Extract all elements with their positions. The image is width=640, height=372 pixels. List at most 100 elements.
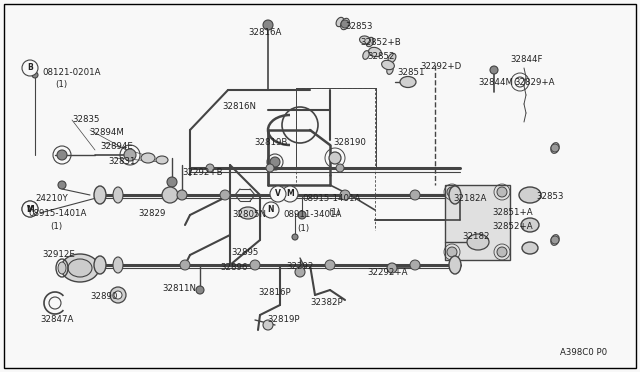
- Circle shape: [410, 260, 420, 270]
- Ellipse shape: [519, 187, 541, 203]
- Text: 32844M: 32844M: [478, 78, 513, 87]
- Text: 32829+A: 32829+A: [514, 78, 554, 87]
- Text: 32292+D: 32292+D: [420, 62, 461, 71]
- Text: M: M: [286, 189, 294, 199]
- Ellipse shape: [141, 153, 155, 163]
- Text: V: V: [275, 189, 281, 199]
- Ellipse shape: [449, 186, 461, 204]
- Ellipse shape: [68, 259, 92, 277]
- Ellipse shape: [156, 156, 168, 164]
- Circle shape: [167, 177, 177, 187]
- Circle shape: [162, 187, 178, 203]
- Ellipse shape: [336, 17, 344, 27]
- Ellipse shape: [551, 142, 559, 153]
- Ellipse shape: [400, 77, 416, 87]
- Circle shape: [32, 72, 38, 78]
- Text: 32851+A: 32851+A: [492, 208, 532, 217]
- Text: 32852+A: 32852+A: [492, 222, 532, 231]
- Text: 32816N: 32816N: [222, 102, 256, 111]
- Text: (1): (1): [297, 224, 309, 233]
- Text: V: V: [27, 205, 33, 214]
- Circle shape: [22, 201, 38, 217]
- Text: 32805N: 32805N: [232, 210, 266, 219]
- Text: 32852: 32852: [367, 52, 394, 61]
- Circle shape: [57, 150, 67, 160]
- Text: 32844F: 32844F: [510, 55, 543, 64]
- Text: 32182: 32182: [462, 232, 490, 241]
- Text: 32819P: 32819P: [267, 315, 300, 324]
- Circle shape: [329, 152, 341, 164]
- Circle shape: [551, 236, 559, 244]
- Text: 32292+B: 32292+B: [182, 168, 223, 177]
- Text: 32894E: 32894E: [100, 142, 133, 151]
- Text: 32847A: 32847A: [40, 315, 74, 324]
- Circle shape: [220, 190, 230, 200]
- Text: 32852+B: 32852+B: [360, 38, 401, 47]
- Text: 32890: 32890: [90, 292, 117, 301]
- Bar: [445, 185, 510, 260]
- Ellipse shape: [366, 37, 374, 46]
- Ellipse shape: [404, 78, 412, 86]
- Circle shape: [295, 267, 305, 277]
- Text: N: N: [268, 205, 275, 215]
- Text: (1): (1): [55, 80, 67, 89]
- Ellipse shape: [521, 218, 539, 232]
- Text: 08911-3401A: 08911-3401A: [283, 210, 341, 219]
- Ellipse shape: [113, 187, 123, 203]
- Ellipse shape: [340, 18, 349, 30]
- Ellipse shape: [522, 242, 538, 254]
- Circle shape: [551, 144, 559, 152]
- Text: 08915-1401A: 08915-1401A: [28, 209, 86, 218]
- Ellipse shape: [113, 257, 123, 273]
- Circle shape: [263, 20, 273, 30]
- Text: 32292+A: 32292+A: [367, 268, 408, 277]
- Text: 32829: 32829: [138, 209, 165, 218]
- Circle shape: [124, 149, 136, 161]
- Circle shape: [114, 291, 122, 299]
- Text: 32182A: 32182A: [453, 194, 486, 203]
- Circle shape: [298, 211, 306, 219]
- Circle shape: [340, 190, 350, 200]
- Text: 32895: 32895: [231, 248, 259, 257]
- Text: 08121-0201A: 08121-0201A: [42, 68, 100, 77]
- Circle shape: [410, 190, 420, 200]
- Text: 08915-1401A: 08915-1401A: [302, 194, 360, 203]
- Text: M: M: [26, 205, 34, 214]
- Ellipse shape: [360, 36, 371, 44]
- Circle shape: [490, 66, 498, 74]
- Ellipse shape: [449, 256, 461, 274]
- Circle shape: [275, 190, 285, 200]
- Text: A398C0 P0: A398C0 P0: [560, 348, 607, 357]
- Text: 32811N: 32811N: [162, 284, 196, 293]
- Text: 32853: 32853: [536, 192, 563, 201]
- Bar: [296, 88, 376, 168]
- Text: 32819B: 32819B: [254, 138, 287, 147]
- Ellipse shape: [467, 234, 489, 250]
- Circle shape: [263, 202, 279, 218]
- Text: 32831: 32831: [108, 157, 136, 166]
- Circle shape: [292, 234, 298, 240]
- Text: 328190: 328190: [333, 138, 366, 147]
- Text: 32912E: 32912E: [42, 250, 75, 259]
- Circle shape: [270, 157, 280, 167]
- Ellipse shape: [387, 65, 393, 74]
- Text: 32816P: 32816P: [258, 288, 291, 297]
- Circle shape: [177, 190, 187, 200]
- Text: 32851: 32851: [397, 68, 424, 77]
- Circle shape: [206, 164, 214, 172]
- Circle shape: [497, 247, 507, 257]
- Circle shape: [270, 186, 286, 202]
- Text: 32292: 32292: [286, 262, 314, 271]
- Text: 32894M: 32894M: [89, 128, 124, 137]
- Ellipse shape: [381, 60, 394, 70]
- Circle shape: [22, 60, 38, 76]
- Text: 32382P: 32382P: [310, 298, 342, 307]
- Circle shape: [180, 260, 190, 270]
- Ellipse shape: [61, 254, 99, 282]
- Circle shape: [266, 164, 274, 172]
- Text: 32896: 32896: [220, 263, 248, 272]
- Text: 24210Y: 24210Y: [35, 194, 68, 203]
- Circle shape: [282, 186, 298, 202]
- Text: 32835: 32835: [72, 115, 99, 124]
- Ellipse shape: [94, 186, 106, 204]
